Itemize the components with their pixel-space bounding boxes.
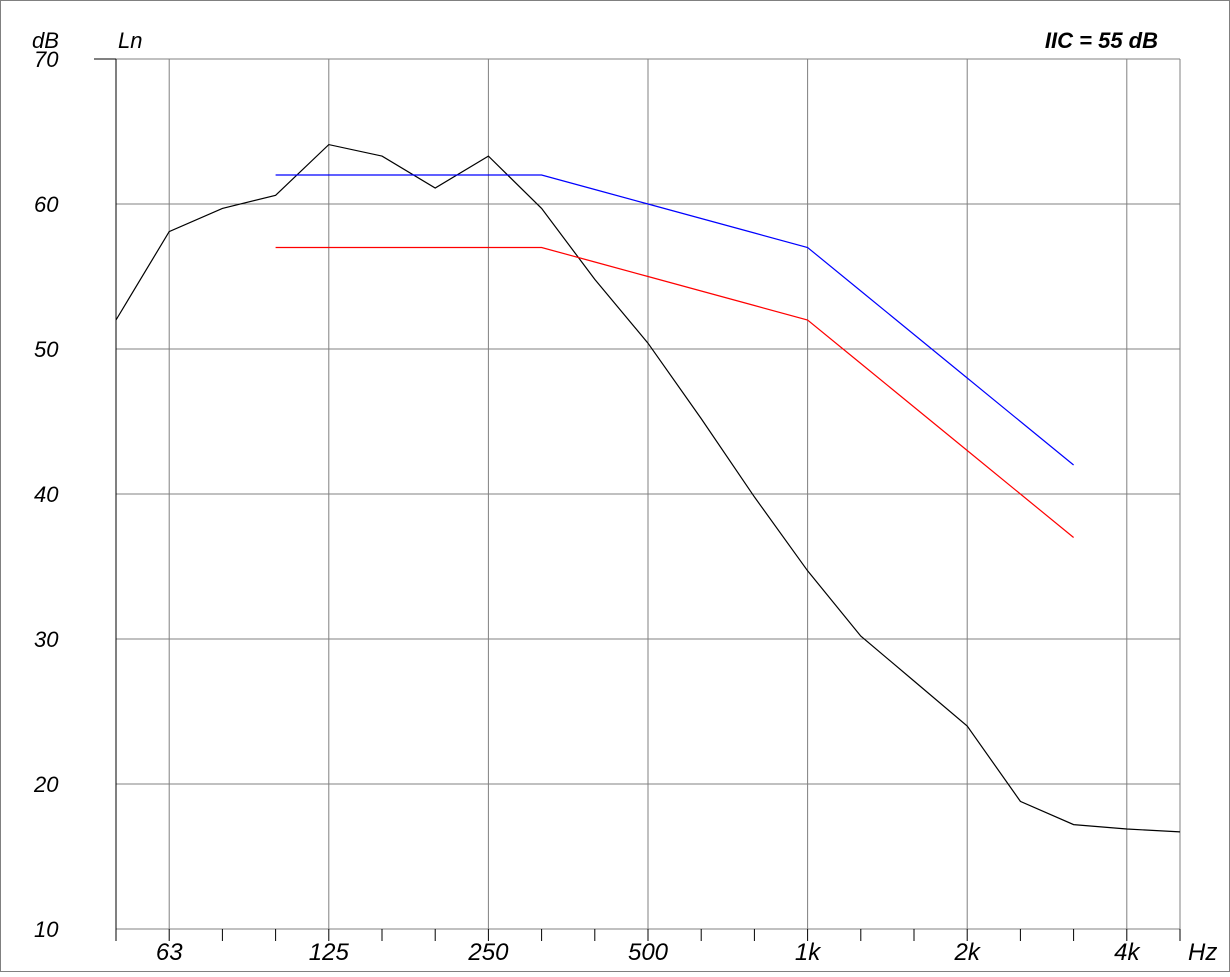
y-axis-unit-label: dB xyxy=(32,28,59,53)
series-line-2 xyxy=(275,246,1074,538)
y-tick-label: 60 xyxy=(34,192,59,217)
y-tick-label: 20 xyxy=(33,772,59,797)
series-line-0 xyxy=(115,143,1181,833)
x-tick-label: 125 xyxy=(309,939,350,966)
x-tick-label: 1k xyxy=(795,939,822,966)
iic-result-label: IIC = 55 dB xyxy=(1045,28,1158,53)
y-tick-label: 10 xyxy=(34,917,59,942)
x-tick-label: 500 xyxy=(628,939,669,966)
y-tick-label: 70 xyxy=(34,47,59,72)
y-tick-label: 40 xyxy=(34,482,59,507)
x-tick-label: 63 xyxy=(156,939,183,966)
series-line-1 xyxy=(275,174,1074,466)
x-tick-label: 2k xyxy=(954,939,982,966)
axes: dB Ln IIC = 55 dB Hz 10 20 30 40 50 60 70 63 125… xyxy=(32,28,1217,966)
y-tick-label: 50 xyxy=(34,337,59,362)
series-label: Ln xyxy=(118,28,142,53)
y-tick-label: 30 xyxy=(34,627,59,652)
x-axis-unit-label: Hz xyxy=(1188,939,1217,966)
series xyxy=(115,143,1181,833)
x-tick-label: 250 xyxy=(467,939,509,966)
x-tick-label: 4k xyxy=(1114,939,1141,966)
